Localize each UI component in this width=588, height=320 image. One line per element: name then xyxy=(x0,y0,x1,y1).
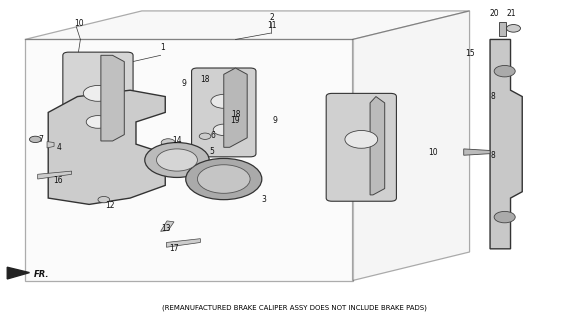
Text: 19: 19 xyxy=(230,116,240,125)
Text: 5: 5 xyxy=(210,147,215,156)
Circle shape xyxy=(199,133,211,140)
Text: 10: 10 xyxy=(428,148,437,156)
Text: 20: 20 xyxy=(490,9,500,18)
Circle shape xyxy=(83,85,112,101)
Circle shape xyxy=(86,116,109,128)
Text: 1: 1 xyxy=(160,43,165,52)
Circle shape xyxy=(145,142,209,178)
FancyBboxPatch shape xyxy=(192,68,256,157)
Polygon shape xyxy=(161,221,174,231)
Bar xyxy=(499,22,506,36)
FancyBboxPatch shape xyxy=(326,93,396,201)
Text: 8: 8 xyxy=(490,151,495,160)
Text: (REMANUFACTURED BRAKE CALIPER ASSY DOES NOT INCLUDE BRAKE PADS): (REMANUFACTURED BRAKE CALIPER ASSY DOES … xyxy=(162,304,426,311)
Circle shape xyxy=(161,139,175,146)
Text: 10: 10 xyxy=(74,19,83,28)
Text: FR.: FR. xyxy=(34,270,49,279)
Circle shape xyxy=(98,196,109,203)
Polygon shape xyxy=(47,142,54,148)
Text: 6: 6 xyxy=(211,131,216,140)
Circle shape xyxy=(29,136,41,142)
Text: 18: 18 xyxy=(201,75,210,84)
Text: 4: 4 xyxy=(56,143,61,152)
Text: 8: 8 xyxy=(490,92,495,101)
Circle shape xyxy=(186,158,262,200)
Text: 21: 21 xyxy=(507,9,516,18)
Text: 11: 11 xyxy=(268,21,277,30)
Text: 9: 9 xyxy=(182,79,186,88)
Text: 14: 14 xyxy=(172,136,182,146)
Circle shape xyxy=(494,66,515,77)
Circle shape xyxy=(213,124,234,136)
FancyBboxPatch shape xyxy=(63,52,133,147)
Polygon shape xyxy=(490,39,522,249)
Polygon shape xyxy=(370,97,385,195)
Text: 17: 17 xyxy=(169,244,179,253)
Text: 16: 16 xyxy=(53,176,62,185)
Polygon shape xyxy=(25,11,470,39)
Circle shape xyxy=(345,131,377,148)
Polygon shape xyxy=(7,267,29,279)
Text: 9: 9 xyxy=(273,116,278,125)
Polygon shape xyxy=(38,171,72,179)
Circle shape xyxy=(211,94,236,108)
Text: 3: 3 xyxy=(261,195,266,204)
Polygon shape xyxy=(224,68,247,147)
Polygon shape xyxy=(25,39,353,281)
Text: 13: 13 xyxy=(162,224,171,233)
Circle shape xyxy=(506,25,520,32)
Circle shape xyxy=(198,165,250,193)
Polygon shape xyxy=(353,11,470,281)
Text: 15: 15 xyxy=(465,49,475,58)
Text: 7: 7 xyxy=(39,135,44,144)
Polygon shape xyxy=(48,90,165,204)
Circle shape xyxy=(156,149,198,171)
Polygon shape xyxy=(464,149,490,155)
Text: 2: 2 xyxy=(270,13,275,22)
Polygon shape xyxy=(101,55,124,141)
Text: 18: 18 xyxy=(230,109,240,118)
Text: 12: 12 xyxy=(105,201,115,210)
Circle shape xyxy=(494,212,515,223)
Polygon shape xyxy=(166,239,201,247)
